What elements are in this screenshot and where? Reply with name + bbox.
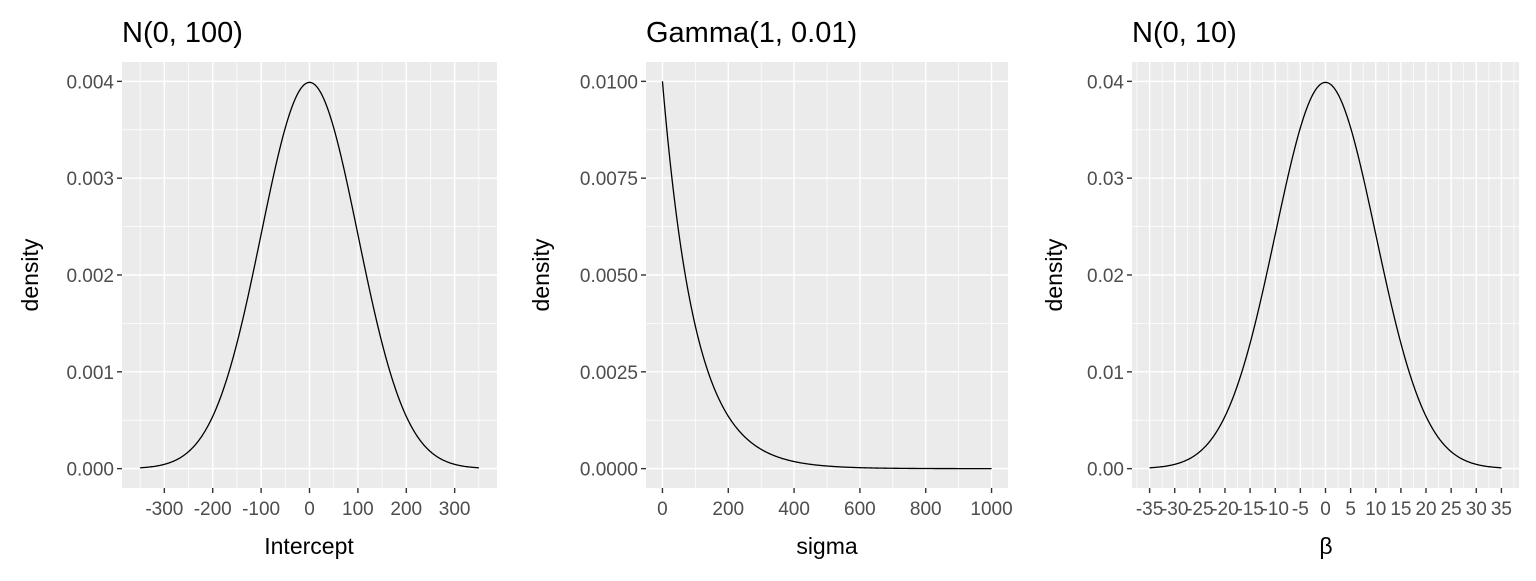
- x-tick-label: 15: [1390, 499, 1411, 520]
- y-tick-label: 0.0050: [580, 266, 638, 287]
- chart-title: N(0, 10): [1132, 17, 1237, 49]
- x-tick-label: -20: [1211, 499, 1238, 520]
- x-axis-title: Intercept: [264, 533, 354, 559]
- x-tick-label: 100: [342, 499, 374, 520]
- x-tick-label: -10: [1262, 499, 1289, 520]
- y-tick-label: 0.002: [66, 266, 114, 287]
- x-tick-label: -25: [1186, 499, 1213, 520]
- x-tick-label: 200: [712, 499, 744, 520]
- x-tick-label: -15: [1236, 499, 1263, 520]
- chart-panel-normal-10: 0.00 0.01 0.02 0.03 0.04 -35-30-25-20-15-10 -5…: [1041, 17, 1519, 559]
- y-tick-label: 0.00: [1087, 460, 1124, 481]
- density-curve: [661, 81, 992, 470]
- x-tick-label: 10: [1365, 499, 1386, 520]
- x-tick-label: 20: [1415, 499, 1436, 520]
- y-tick-label: 0.04: [1087, 72, 1124, 93]
- y-tick-label: 0.000: [66, 460, 114, 481]
- x-tick-label: 300: [439, 499, 471, 520]
- x-tick-label: -30: [1161, 499, 1188, 520]
- x-tick-label: 0: [1320, 499, 1331, 520]
- x-tick-label: 5: [1345, 499, 1356, 520]
- x-tick-label: 600: [844, 499, 876, 520]
- x-tick-label: -200: [194, 499, 232, 520]
- density-curve: [140, 81, 479, 469]
- x-tick-label: 25: [1441, 499, 1462, 520]
- y-tick-label: 0.0000: [580, 460, 638, 481]
- x-tick-label: 30: [1466, 499, 1487, 520]
- x-tick-label: 1000: [970, 499, 1012, 520]
- x-tick-label: -5: [1292, 499, 1309, 520]
- y-tick-label: 0.0100: [580, 72, 638, 93]
- x-tick-label: 800: [910, 499, 942, 520]
- y-tick-label: 0.01: [1087, 363, 1124, 384]
- chart-panel-normal-100: 0.000 0.001 0.002 0.003 0.004 -300 -200 -100 0 10…: [17, 17, 497, 559]
- x-tick-label: 0: [657, 499, 668, 520]
- y-axis-title: density: [528, 238, 554, 311]
- y-tick-label: 0.03: [1087, 169, 1124, 190]
- y-tick-label: 0.02: [1087, 266, 1124, 287]
- y-axis-title: density: [1041, 238, 1067, 311]
- density-curve: [1149, 81, 1502, 469]
- x-tick-label: 200: [390, 499, 422, 520]
- x-tick-label: -300: [145, 499, 183, 520]
- x-tick-label: -100: [242, 499, 280, 520]
- y-tick-label: 0.0075: [580, 169, 638, 190]
- y-tick-label: 0.003: [66, 169, 114, 190]
- y-tick-label: 0.004: [66, 72, 114, 93]
- chart-panel-gamma: 0.0000 0.0025 0.0050 0.0075 0.0100 0 200 400 600…: [528, 17, 1013, 559]
- y-tick-label: 0.0025: [580, 363, 638, 384]
- x-tick-label: -35: [1136, 499, 1163, 520]
- x-axis-title: sigma: [796, 533, 858, 559]
- x-axis-title: β: [1319, 533, 1332, 559]
- y-tick-label: 0.001: [66, 363, 114, 384]
- y-axis-title: density: [17, 238, 43, 311]
- x-tick-label: 0: [304, 499, 315, 520]
- x-tick-label: 35: [1491, 499, 1512, 520]
- chart-title: Gamma(1, 0.01): [646, 17, 857, 49]
- chart-title: N(0, 100): [122, 17, 243, 49]
- x-tick-label: 400: [778, 499, 810, 520]
